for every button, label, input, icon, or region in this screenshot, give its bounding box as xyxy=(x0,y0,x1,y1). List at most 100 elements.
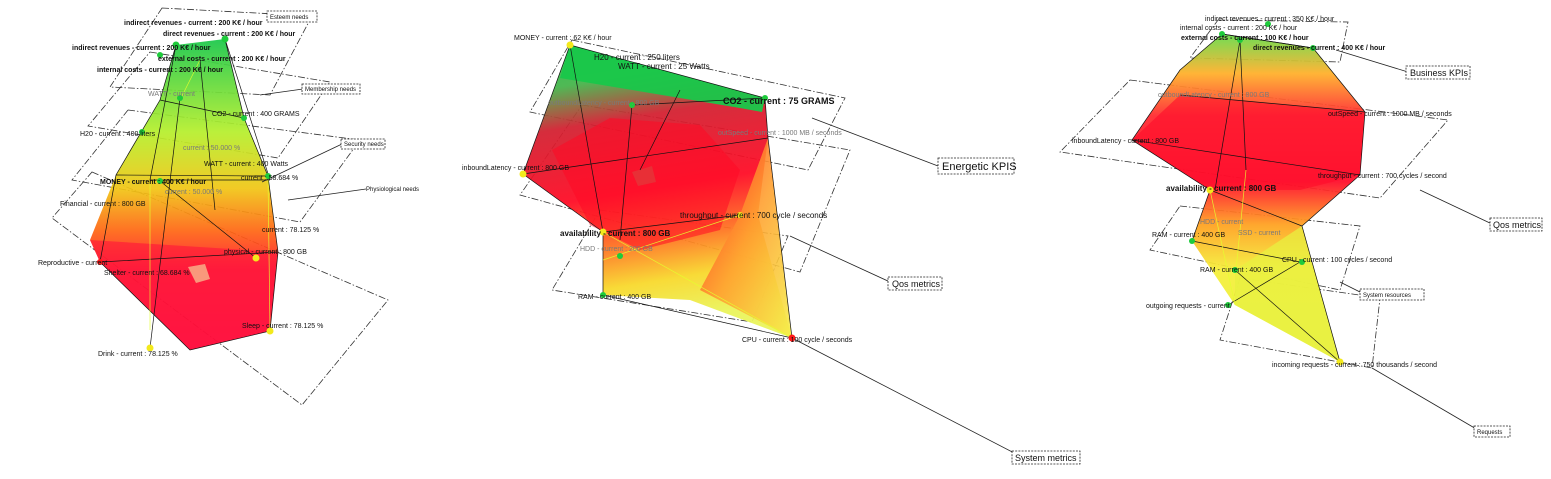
vertex-watt-400 xyxy=(265,173,271,179)
vertex-availability xyxy=(1206,186,1214,194)
label-d1-13: Financial - current : 800 GB xyxy=(60,201,146,208)
tag-business-kpis: Business KPIs xyxy=(1405,65,1471,80)
radar-solid-1-inner-patch xyxy=(188,264,210,283)
vertex-ram xyxy=(1189,238,1195,244)
label-d3-0: indirect revenues - current : 350 K€ / h… xyxy=(1205,16,1335,23)
plane-physiological xyxy=(51,171,389,406)
tag-system-resources: System resources xyxy=(1359,288,1425,301)
label-d3-12: RAM - current : 400 GB xyxy=(1200,267,1273,274)
vertex-inbound-latency xyxy=(519,170,527,178)
label-d1-16: Shelter - current : 68.684 % xyxy=(104,270,190,277)
plane-membership xyxy=(87,51,331,159)
vertex-availability xyxy=(599,228,607,236)
vertex-internal-costs xyxy=(1219,31,1225,37)
plane-requests xyxy=(1219,277,1381,369)
tag-qos-metrics-2-text: Qos metrics xyxy=(892,279,941,289)
label-d2-11: CPU - current : 100 cycle / seconds xyxy=(742,337,853,344)
vertex-reproductive xyxy=(97,259,103,265)
radar-diagram-3: Business KPIs Qos metrics System resourc… xyxy=(1059,16,1543,438)
label-d3-1: internal costs - current : 200 K€ / hour xyxy=(1180,25,1298,32)
tag-requests-text: Requests xyxy=(1477,430,1502,436)
vertex-physical xyxy=(252,254,260,262)
label-d2-7: throughput - current : 700 cycle / secon… xyxy=(680,211,827,220)
tag-esteem-needs-text: Esteem needs xyxy=(270,15,308,21)
label-d3-11: SSD - current xyxy=(1238,230,1280,237)
label-d2-0: MONEY - current : 62 K€ / hour xyxy=(514,35,612,42)
radar-wireframe-1 xyxy=(99,38,279,351)
tag-business-kpis-text: Business KPIs xyxy=(1410,68,1469,78)
vertex-hdd xyxy=(617,253,623,259)
label-d1-4: internal costs - current : 200 K€ / hour xyxy=(97,67,223,74)
tag-membership-needs-text: Membership needs xyxy=(305,87,356,93)
plane-system-resources xyxy=(1149,205,1361,291)
tag-energetic-kpis-text: Energetic KPIS xyxy=(942,161,1017,173)
vertex-indirect-revenues xyxy=(1265,21,1271,27)
radar-solid-3 xyxy=(1132,34,1365,362)
vertex-indirect-revenues-2 xyxy=(157,52,163,58)
vertex-outbound-latency xyxy=(629,102,635,108)
label-d1-10: MONEY - current : 400 K€ / hour xyxy=(100,179,206,186)
radar-vertices-1 xyxy=(97,35,274,352)
tag-physiological-needs: Physiological needs xyxy=(366,187,419,193)
label-d2-8: availability - current : 800 GB xyxy=(560,229,670,238)
vertex-h20 xyxy=(139,129,145,135)
label-d3-10: RAM - current : 400 GB xyxy=(1152,232,1225,239)
label-d3-3: direct revenues - current : 400 K€ / hou… xyxy=(1253,45,1386,52)
radar-solid-3-lower xyxy=(1235,226,1340,362)
label-d1-12: current : 50.000 % xyxy=(165,189,222,196)
label-d2-10: RAM - current : 400 GB xyxy=(578,294,651,301)
label-d1-6: CO2 - current : 400 GRAMS xyxy=(212,111,300,118)
label-d2-1: H20 - current : 250 liters xyxy=(594,53,680,62)
label-d1-19: Sleep - current : 78.125 % xyxy=(242,323,323,330)
radar-vertices-3 xyxy=(1189,21,1344,366)
radar-solid-2-cpu-face xyxy=(700,138,792,338)
label-d1-0: indirect revenues - current : 200 K€ / h… xyxy=(124,20,263,27)
vertex-sleep xyxy=(266,327,274,335)
label-d2-9: HDD - current : 200 GB xyxy=(580,246,653,253)
vertex-money xyxy=(566,41,574,49)
vertex-co2 xyxy=(241,115,247,121)
label-d2-4: CO2 - current : 75 GRAMS xyxy=(723,96,835,106)
tag-membership-needs: Membership needs xyxy=(301,83,361,95)
tag-qos-metrics-2: Qos metrics xyxy=(887,276,943,291)
tag-qos-metrics-3: Qos metrics xyxy=(1489,217,1543,232)
plane-esteem xyxy=(109,7,313,96)
radar-solid-3-core xyxy=(1132,95,1365,190)
radar-diagram-1: Esteem needs Membership needs Security n… xyxy=(38,7,419,406)
vertex-cpu xyxy=(788,334,796,342)
tag-system-metrics: System metrics xyxy=(1011,450,1081,465)
label-d3-4: outboundLatency - current : 800 GB xyxy=(1158,92,1270,99)
plane-energetic xyxy=(529,39,846,171)
vertex-outgoing-requests xyxy=(1225,302,1231,308)
vertex-drink xyxy=(146,344,154,352)
label-d2-5: outSpeed - current : 1000 MB / seconds xyxy=(718,130,842,137)
label-d1-7: H20 - current : 400 liters xyxy=(80,131,156,138)
tag-system-resources-text: System resources xyxy=(1363,293,1411,299)
label-d1-9: WATT - current : 400 Watts xyxy=(204,161,289,168)
label-d2-2: WATT - current : 25 Watts xyxy=(618,62,710,71)
tag-system-metrics-text: System metrics xyxy=(1015,453,1077,463)
label-d3-15: incoming requests - current : 750 thousa… xyxy=(1272,362,1437,369)
label-d1-1: direct revenues - current : 200 K€ / hou… xyxy=(163,31,296,38)
plane-security xyxy=(71,109,361,223)
label-d3-8: throughput - current : 700 cycles / seco… xyxy=(1318,173,1447,180)
label-d1-15: Reproductive - current xyxy=(38,260,107,267)
radar-solid-1-shade xyxy=(90,240,278,350)
radar-solid-2-top xyxy=(560,45,765,112)
vertex-money xyxy=(157,178,163,184)
label-d2-6: inboundLatency - current : 800 GB xyxy=(462,165,569,172)
label-d3-9: HDD - current xyxy=(1200,219,1243,226)
label-d3-5: outSpeed - current : 1000 MB / seconds xyxy=(1328,111,1452,118)
vertex-direct-revenues xyxy=(221,35,229,43)
tag-security-needs: Security needs xyxy=(340,138,386,150)
tag-requests: Requests xyxy=(1473,425,1511,438)
vertex-co2 xyxy=(762,95,768,101)
radar-solid-2-inner-patch xyxy=(632,166,656,186)
label-d2-3: outboundLatency - current : 800 GB xyxy=(548,100,660,107)
vertex-ram-2 xyxy=(1232,267,1238,273)
tag-esteem-needs: Esteem needs xyxy=(266,10,318,23)
tag-security-needs-text: Security needs xyxy=(344,142,384,148)
label-d3-14: outgoing requests - current xyxy=(1146,303,1230,310)
